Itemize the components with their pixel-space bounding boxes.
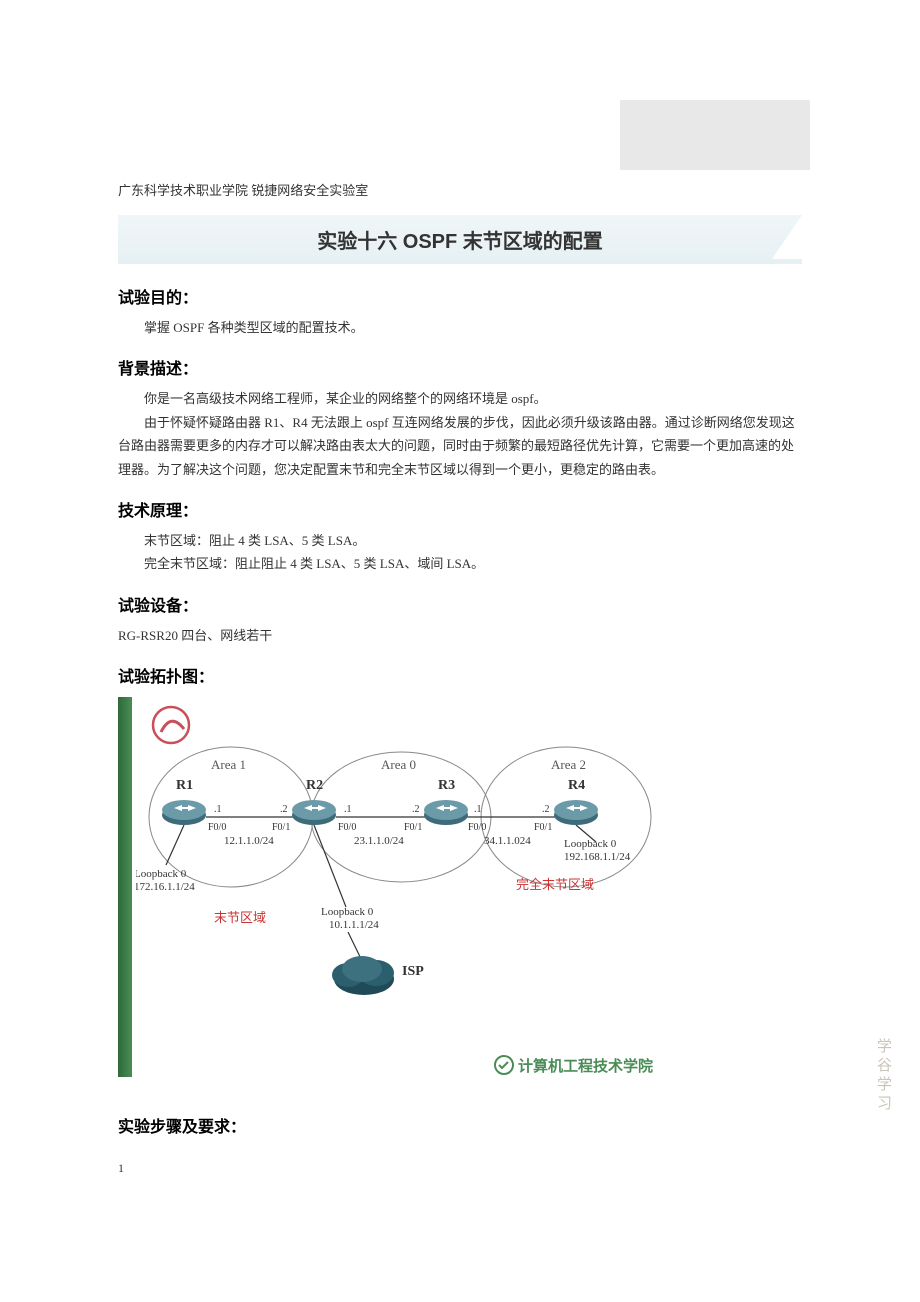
section-steps-heading: 实验步骤及要求：	[118, 1113, 802, 1137]
principle-line2: 完全末节区域：阻止阻止 4 类 LSA、5 类 LSA、域间 LSA。	[118, 552, 802, 575]
svg-text:.1: .1	[214, 804, 222, 815]
router-r4: R4	[554, 778, 598, 825]
svg-text:12.1.1.0/24: 12.1.1.0/24	[224, 835, 274, 847]
svg-text:R3: R3	[438, 778, 455, 793]
svg-text:R4: R4	[568, 778, 585, 793]
section-purpose-heading: 试验目的：	[118, 284, 802, 308]
content-area: 广东科学技术职业学院 锐捷网络安全实验室 实验十六 OSPF 末节区域的配置 试…	[0, 0, 920, 1216]
svg-text:F0/0: F0/0	[208, 822, 226, 833]
totally-stub-label: 完全末节区域	[516, 877, 594, 892]
router-r3: R3	[424, 778, 468, 825]
svg-text:Loopback 0: Loopback 0	[321, 906, 374, 918]
svg-text:23.1.1.0/24: 23.1.1.0/24	[354, 835, 404, 847]
svg-text:F0/1: F0/1	[534, 822, 552, 833]
logo-icon	[153, 707, 189, 743]
page-number: 1	[118, 1161, 802, 1176]
router-r2: R2	[292, 778, 336, 825]
svg-text:.2: .2	[412, 804, 420, 815]
area1-label: Area 1	[211, 757, 246, 772]
svg-text:R2: R2	[306, 778, 323, 793]
area0-label: Area 0	[381, 757, 416, 772]
background-p1: 你是一名高级技术网络工程师，某企业的网络整个的网络环境是 ospf。	[118, 387, 802, 410]
isp-cloud: ISP	[332, 956, 424, 995]
svg-text:ISP: ISP	[402, 964, 424, 979]
topology-diagram: Area 1 Area 0 Area 2	[118, 697, 678, 1097]
svg-text:Loopback 0: Loopback 0	[564, 838, 617, 850]
svg-text:10.1.1.1/24: 10.1.1.1/24	[329, 919, 379, 931]
document-title: 实验十六 OSPF 末节区域的配置	[118, 225, 802, 254]
equipment-text: RG-RSR20 四台、网线若干	[118, 624, 802, 647]
area2-label: Area 2	[551, 757, 586, 772]
section-topology-heading: 试验拓扑图：	[118, 663, 802, 687]
svg-text:F0/1: F0/1	[272, 822, 290, 833]
section-principle-heading: 技术原理：	[118, 497, 802, 521]
svg-text:F0/0: F0/0	[468, 822, 486, 833]
background-p2: 由于怀疑怀疑路由器 R1、R4 无法跟上 ospf 互连网络发展的步伐，因此必须…	[118, 411, 802, 481]
svg-text:34.1.1.024: 34.1.1.024	[484, 835, 531, 847]
stub-area-label: 末节区域	[214, 910, 266, 925]
link-labels: .1 .2 F0/0 F0/1 12.1.1.0/24 .1 .2 F0/0 F…	[208, 804, 552, 847]
svg-text:.1: .1	[344, 804, 352, 815]
router-r1: R1	[162, 778, 206, 825]
svg-text:.2: .2	[542, 804, 550, 815]
svg-text:R1: R1	[176, 778, 193, 793]
svg-text:计算机工程技术学院: 计算机工程技术学院	[518, 1057, 653, 1075]
diagram-side-bar	[118, 697, 132, 1077]
institution-header: 广东科学技术职业学院 锐捷网络安全实验室	[118, 180, 802, 199]
svg-text:Loopback 0: Loopback 0	[136, 868, 187, 880]
principle-line1: 末节区域：阻止 4 类 LSA、5 类 LSA。	[118, 529, 802, 552]
svg-text:192.168.1.1/24: 192.168.1.1/24	[564, 851, 631, 863]
footer-org: 计算机工程技术学院	[495, 1056, 653, 1075]
svg-text:.1: .1	[474, 804, 482, 815]
svg-text:.2: .2	[280, 804, 288, 815]
network-diagram-svg: Area 1 Area 0 Area 2	[136, 697, 676, 1097]
purpose-text: 掌握 OSPF 各种类型区域的配置技术。	[118, 316, 802, 339]
title-banner: 实验十六 OSPF 末节区域的配置	[118, 215, 802, 264]
routers-group: R1 R2 R3	[162, 778, 598, 825]
section-equipment-heading: 试验设备：	[118, 592, 802, 616]
svg-text:172.16.1.1/24: 172.16.1.1/24	[136, 881, 195, 893]
side-decoration-text: 学谷学习	[873, 1038, 894, 1114]
section-background-heading: 背景描述：	[118, 355, 802, 379]
svg-text:F0/1: F0/1	[404, 822, 422, 833]
svg-text:F0/0: F0/0	[338, 822, 356, 833]
document-page: 广东科学技术职业学院 锐捷网络安全实验室 实验十六 OSPF 末节区域的配置 试…	[0, 0, 920, 1216]
